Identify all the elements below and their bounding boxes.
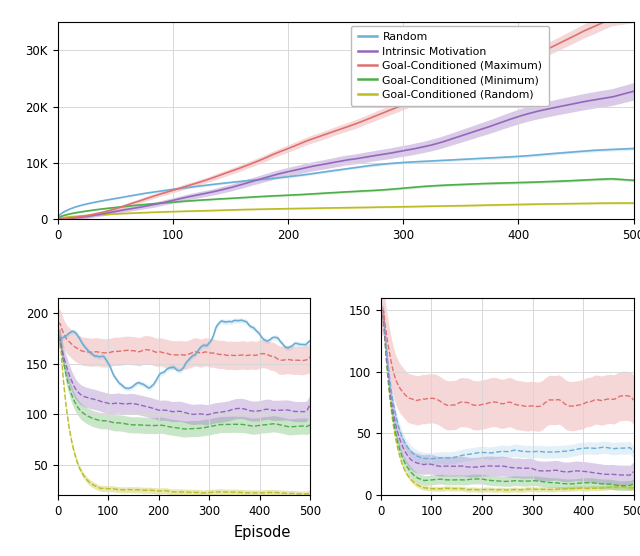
Legend: Random, Intrinsic Motivation, Goal-Conditioned (Maximum), Goal-Conditioned (Mini: Random, Intrinsic Motivation, Goal-Condi… xyxy=(351,26,549,106)
Text: Episode: Episode xyxy=(234,524,291,539)
